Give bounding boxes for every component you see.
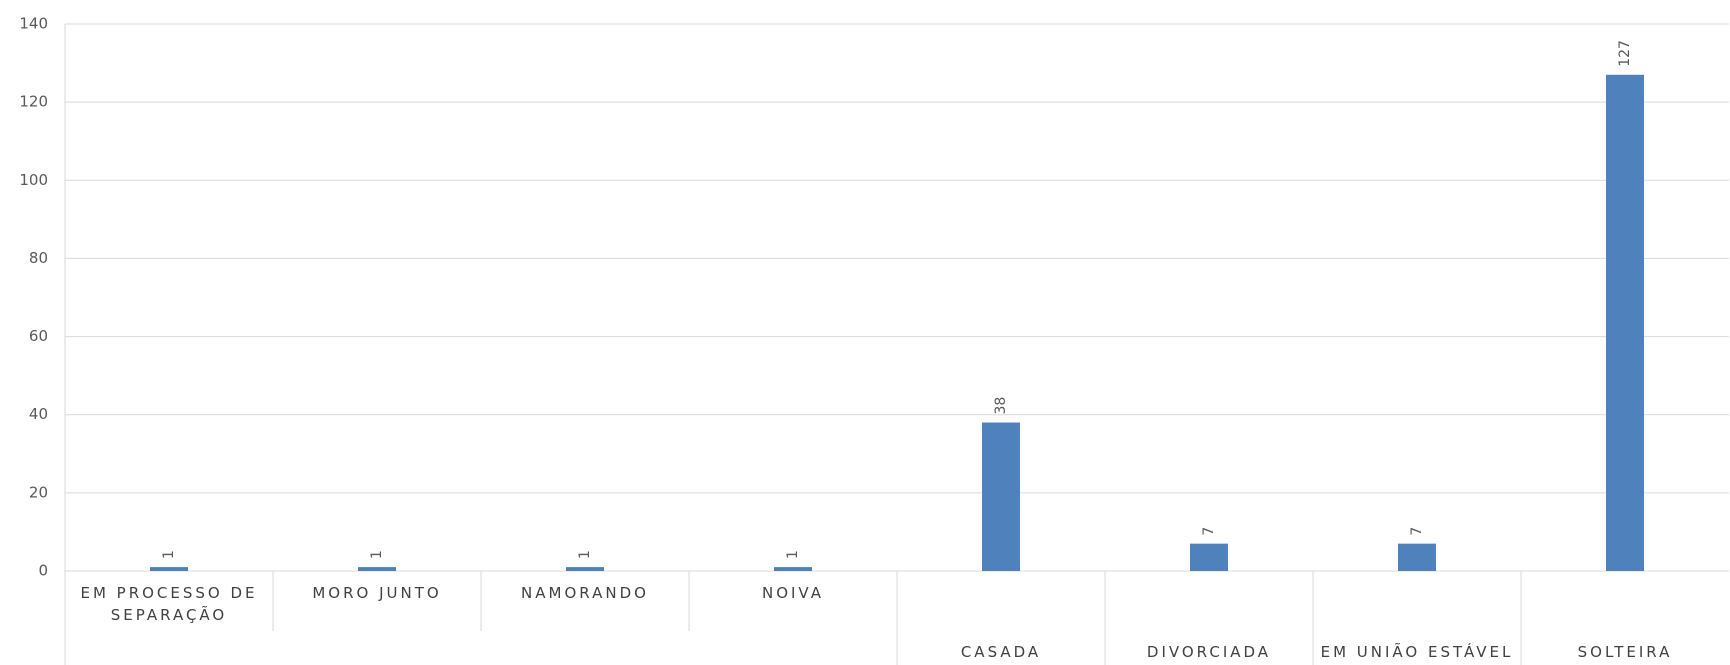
x-tick-label: EM UNIÃO ESTÁVEL (1320, 643, 1514, 661)
value-label: 127 (1617, 40, 1633, 67)
x-tick-label: MORO JUNTO (312, 584, 442, 602)
y-tick-label: 0 (38, 562, 48, 580)
bar (358, 567, 396, 571)
value-label: 1 (161, 550, 177, 559)
value-label: 7 (1201, 527, 1217, 536)
y-tick-label: 20 (29, 483, 48, 501)
x-tick-label: NAMORANDO (521, 584, 649, 602)
y-tick-label: 140 (19, 15, 48, 33)
x-tick-label: SOLTEIRA (1577, 643, 1673, 661)
bar (774, 567, 812, 571)
bar (982, 422, 1020, 571)
bar (566, 567, 604, 571)
value-label: 1 (577, 550, 593, 559)
bar (1398, 543, 1436, 571)
value-label: 1 (785, 550, 801, 559)
y-tick-label: 100 (19, 171, 48, 189)
bar (1606, 74, 1644, 572)
x-tick-label: DIVORCIADA (1146, 643, 1272, 661)
x-tick-label: EM PROCESSO DE SEPARAÇÃO (80, 584, 258, 624)
x-tick-label: NOIVA (761, 584, 824, 602)
y-tick-label: 60 (29, 327, 48, 345)
y-tick-label: 120 (19, 93, 48, 111)
bar (150, 567, 188, 571)
y-tick-label: 80 (29, 249, 48, 267)
x-tick-label: CASADA (960, 643, 1042, 661)
value-label: 7 (1409, 527, 1425, 536)
value-label: 1 (369, 550, 385, 559)
y-tick-label: 40 (29, 405, 48, 423)
value-label: 38 (993, 397, 1009, 415)
bar (1190, 543, 1228, 571)
